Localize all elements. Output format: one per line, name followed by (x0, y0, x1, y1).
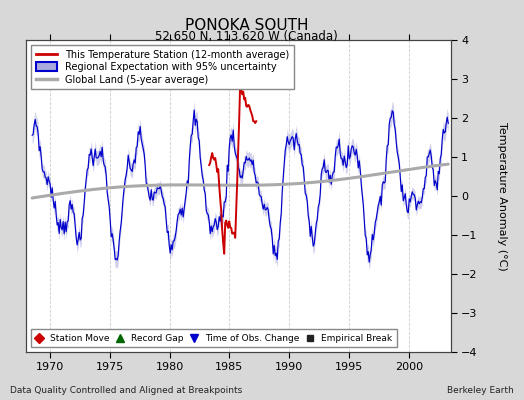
Legend: Station Move, Record Gap, Time of Obs. Change, Empirical Break: Station Move, Record Gap, Time of Obs. C… (31, 330, 397, 348)
Y-axis label: Temperature Anomaly (°C): Temperature Anomaly (°C) (497, 122, 507, 270)
Text: 52.650 N, 113.620 W (Canada): 52.650 N, 113.620 W (Canada) (155, 30, 337, 43)
Text: Berkeley Earth: Berkeley Earth (447, 386, 514, 395)
Text: Data Quality Controlled and Aligned at Breakpoints: Data Quality Controlled and Aligned at B… (10, 386, 243, 395)
Text: PONOKA SOUTH: PONOKA SOUTH (184, 18, 308, 33)
